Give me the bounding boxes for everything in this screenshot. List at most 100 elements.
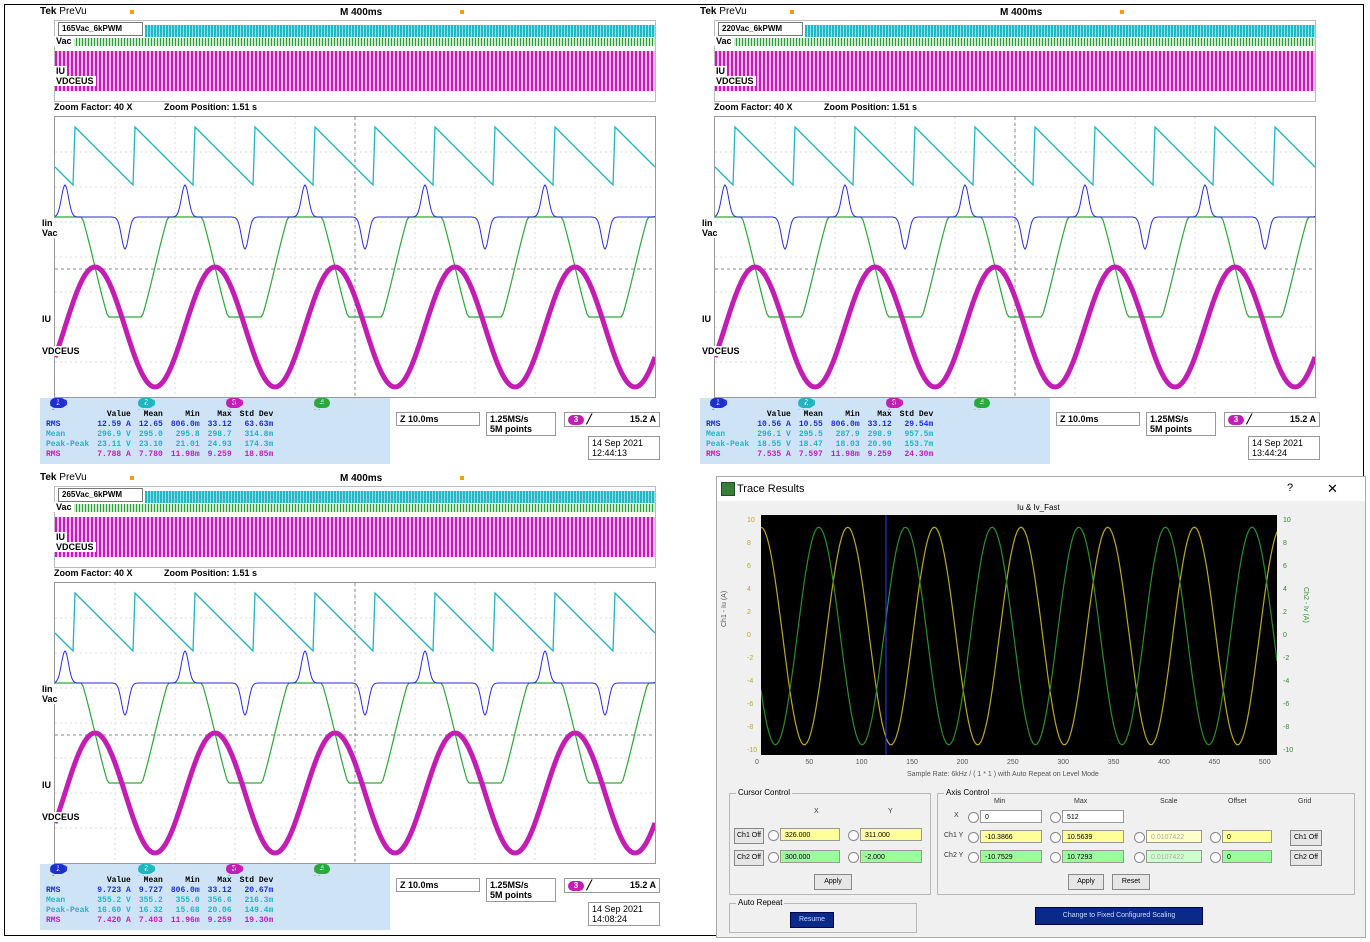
close-button[interactable]: ✕ [1327,481,1338,496]
x-max-field[interactable]: 512 [1062,810,1124,823]
ch2-min-spinner[interactable] [968,852,979,863]
x-max-spinner[interactable] [1050,812,1061,823]
plot-label-iu: IU [700,314,713,324]
trigger-info[interactable]: 3 ╱ 15.2 A [564,412,660,427]
overview-iu-trace [55,51,655,91]
trigger-info[interactable]: 3 ╱ 15.2 A [564,878,660,893]
ch2-max-spinner[interactable] [1050,852,1061,863]
zoom-factor: Zoom Factor: 40 X [54,102,133,112]
ch2-offset-field[interactable]: 0 [1222,850,1272,863]
channel-badge-icon: 4 [974,398,990,408]
overview-vac-trace [55,504,655,512]
meas-header: Mean [143,410,163,419]
acquisition-info[interactable]: 1.25MS/s 5M points [1146,412,1216,436]
change-scaling-button[interactable]: Change to Fixed Configured Scaling [1035,907,1203,925]
meas-cell: RMS [706,420,721,429]
x-tick-label: 200 [956,759,969,766]
horizontal-scale[interactable]: Z 10.0ms [1056,412,1140,426]
meas-cell: Mean [46,430,66,439]
trigger-info[interactable]: 3 ╱ 15.2 A [1224,412,1320,427]
overview-label-vac: Vac [54,502,74,512]
datetime: 14 Sep 2021 13:44:24 [1248,436,1320,460]
ch1-min-spinner[interactable] [968,832,979,843]
scope-panel-265v: Tek PreVu M 400ms 265Vac_6kPWM Vac IU VDCEUS Z… [40,472,660,932]
trace-vdceus [715,125,1315,187]
channel-badge-icon: 3 [886,398,902,408]
channel-badge-icon: 3 [226,864,242,874]
meas-cell: 19.30m [244,916,274,925]
trace-vdceus [55,591,655,653]
ch2-max-field[interactable]: 10.7293 [1062,850,1124,863]
x-tick-label: 50 [805,759,814,766]
resume-button[interactable]: Resume [790,912,834,928]
help-button[interactable]: ? [1287,482,1294,494]
x-tick-label: 500 [1258,759,1271,766]
cursor1-x-field[interactable]: 326.000 [780,828,840,841]
y-tick-label-right: 10 [1283,517,1291,525]
ch1-scale-field[interactable]: 0.0107422 [1146,830,1202,843]
axis-hdr-grid: Grid [1298,798,1312,805]
meas-cell: 12.65 [138,420,163,429]
meas-header: Mean [143,876,163,885]
meas-cell: 24.30m [904,450,934,459]
overview-label-iu: IU [714,66,727,76]
meas-header: Min [845,410,860,419]
meas-row: Peak-Peak 23.11 V 23.10 21.01 24.93 174.3m [42,440,277,450]
horizontal-scale[interactable]: Z 10.0ms [396,412,480,426]
ch1-max-spinner[interactable] [1050,832,1061,843]
y-tick-label-left: 4 [747,586,751,594]
cursor-ch1-off-button[interactable]: Ch1 Off [734,828,764,844]
x-min-spinner[interactable] [968,812,979,823]
overview-record [54,486,656,568]
ch1-offset-spinner[interactable] [1210,832,1221,843]
meas-cell: 11.98m [830,450,860,459]
meas-header: Max [217,876,232,885]
meas-cell: 16.32 [138,906,163,915]
meas-cell: 15.68 [175,906,200,915]
x-min-field[interactable]: 0 [980,810,1042,823]
meas-cell: 216.3m [244,896,274,905]
trace-iin [715,184,1315,250]
axis-hdr-max: Max [1074,798,1088,805]
cursor2-x-field[interactable]: 300.000 [780,850,840,863]
acquisition-info[interactable]: 1.25MS/s 5M points [486,878,556,902]
axis-reset-button[interactable]: Reset [1112,874,1150,890]
horizontal-scale[interactable]: Z 10.0ms [396,878,480,892]
ch1-min-field[interactable]: -10.3866 [980,830,1042,843]
meas-cell: 153.7m [904,440,934,449]
meas-row: Peak-Peak 18.55 V 18.47 18.03 20.90 153.7m [702,440,937,450]
cursor-apply-button[interactable]: Apply [814,874,852,890]
measurement-table: Value Mean Min Max Std Dev RMS 10.56 A 10.55 806… [700,410,1050,464]
acquisition-info[interactable]: 1.25MS/s 5M points [486,412,556,436]
y-tick-label-right: -8 [1283,723,1290,731]
plot-label-vdceus: VDCEUS [700,346,742,356]
meas-cell: 9.259 [207,916,232,925]
y-tick-label-right: -10 [1283,746,1294,754]
ch2-min-field[interactable]: -10.7529 [980,850,1042,863]
cursor2-y-field[interactable]: -2.000 [860,850,922,863]
y-tick-label-right: 2 [1283,609,1287,617]
x-tick-label: 400 [1158,759,1170,766]
cursor1-x-spinner[interactable] [768,830,779,841]
axis-apply-button[interactable]: Apply [1068,874,1104,890]
cursor-ch2-off-button[interactable]: Ch2 Off [734,850,764,866]
ch1-scale-spinner[interactable] [1134,832,1145,843]
cursor1-y-spinner[interactable] [848,830,859,841]
cursor2-y-spinner[interactable] [848,852,859,863]
cursor2-x-spinner[interactable] [768,852,779,863]
ch2-scale-spinner[interactable] [1134,852,1145,863]
ch2-offset-spinner[interactable] [1210,852,1221,863]
trigger-channel-icon: 3 [1228,415,1244,425]
grid-ch2-off-button[interactable]: Ch2 Off [1290,850,1322,866]
trace-vac [55,216,655,318]
grid-ch1-off-button[interactable]: Ch1 Off [1290,830,1322,846]
meas-cell: 7.420 A [97,916,131,925]
trace-iu [55,730,655,856]
ch1-max-field[interactable]: 10.5639 [1062,830,1124,843]
y-tick-label-left: 8 [747,540,751,548]
ch1-offset-field[interactable]: 0 [1222,830,1272,843]
ch2-scale-field[interactable]: 0.0107422 [1146,850,1202,863]
meas-cell: RMS [706,450,721,459]
y-axis-label-right: Ch2 - Iv (A) [1302,587,1309,623]
cursor1-y-field[interactable]: 311.000 [860,828,922,841]
